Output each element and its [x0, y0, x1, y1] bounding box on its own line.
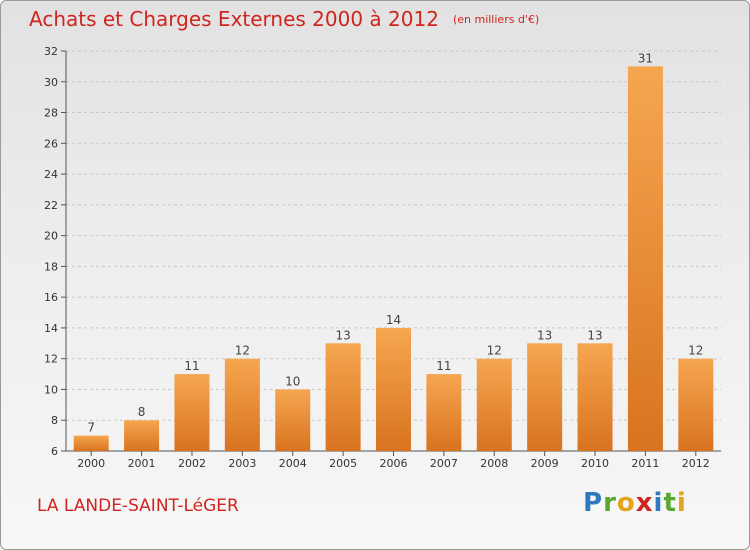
y-tick-label: 14: [44, 322, 58, 335]
x-tick-label: 2003: [228, 457, 256, 470]
bar: [275, 389, 311, 451]
x-tick-label: 2005: [329, 457, 357, 470]
x-tick-label: 2007: [430, 457, 458, 470]
bar-data-label: 7: [87, 421, 95, 435]
bar-data-label: 8: [138, 405, 146, 419]
y-tick-label: 24: [44, 168, 58, 181]
town-name: LA LANDE-SAINT-LéGER: [37, 496, 239, 516]
bar-data-label: 12: [688, 344, 703, 358]
bar-data-label: 13: [587, 328, 602, 342]
bar-data-label: 10: [285, 374, 300, 388]
proxiti-logo[interactable]: Proxiti: [583, 488, 687, 518]
bar-data-label: 12: [235, 344, 250, 358]
bar: [325, 343, 361, 451]
bar: [527, 343, 563, 451]
bar: [124, 420, 160, 451]
y-tick-label: 16: [44, 291, 58, 304]
bar: [426, 374, 462, 451]
x-tick-label: 2002: [178, 457, 206, 470]
x-tick-label: 2012: [682, 457, 710, 470]
bar: [376, 327, 411, 451]
x-tick-label: 2010: [581, 457, 609, 470]
bar: [73, 435, 109, 451]
x-tick-label: 2000: [77, 457, 105, 470]
x-tick-label: 2008: [480, 457, 508, 470]
bar-data-label: 12: [487, 344, 502, 358]
y-tick-label: 28: [44, 107, 58, 120]
y-tick-label: 20: [44, 230, 58, 243]
y-tick-label: 12: [44, 353, 58, 366]
unit-label: (en milliers d'€): [452, 13, 540, 26]
x-tick-label: 2011: [631, 457, 659, 470]
x-tick-label: 2004: [279, 457, 307, 470]
bar-data-label: 11: [436, 359, 451, 373]
y-tick-label: 32: [44, 45, 58, 58]
y-tick-label: 26: [44, 137, 58, 150]
bar: [224, 358, 260, 451]
y-tick-label: 18: [44, 260, 58, 273]
bar: [174, 374, 210, 451]
bar-data-label: 31: [638, 51, 653, 65]
x-tick-label: 2001: [128, 457, 156, 470]
bar-data-label: 13: [537, 328, 552, 342]
y-tick-label: 10: [44, 383, 58, 396]
bar-data-label: 14: [386, 313, 401, 327]
x-tick-label: 2006: [380, 457, 408, 470]
y-tick-label: 30: [44, 76, 58, 89]
chart-title: Achats et Charges Externes 2000 à 2012 (e…: [29, 7, 539, 31]
y-tick-label: 8: [51, 414, 58, 427]
bar: [678, 358, 714, 451]
bar: [627, 66, 663, 451]
bar: [476, 358, 512, 451]
y-tick-label: 6: [51, 445, 58, 458]
x-tick-label: 2009: [531, 457, 559, 470]
y-tick-label: 22: [44, 199, 58, 212]
bar-data-label: 11: [184, 359, 199, 373]
bar: [577, 343, 613, 451]
bar-data-label: 13: [335, 328, 350, 342]
chart-title-text: Achats et Charges Externes 2000 à 2012: [29, 7, 439, 31]
